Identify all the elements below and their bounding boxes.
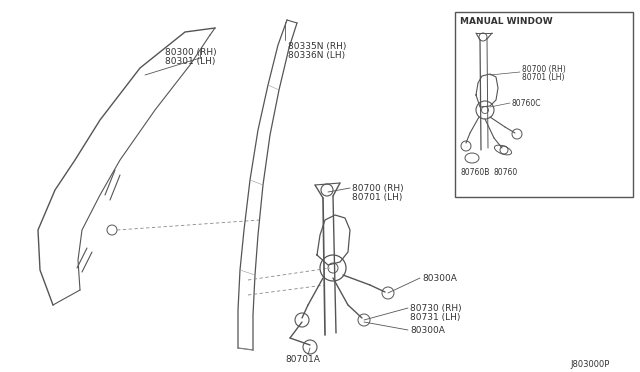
Text: 80730 (RH): 80730 (RH) xyxy=(410,304,461,313)
Text: 80301 (LH): 80301 (LH) xyxy=(165,57,216,66)
Text: 80700 (RH): 80700 (RH) xyxy=(352,184,404,193)
Text: 80300A: 80300A xyxy=(410,326,445,335)
Text: 80760B: 80760B xyxy=(461,168,490,177)
Text: 80731 (LH): 80731 (LH) xyxy=(410,313,460,322)
Text: 80336N (LH): 80336N (LH) xyxy=(288,51,345,60)
Text: J803000P: J803000P xyxy=(570,360,609,369)
Text: 80701 (LH): 80701 (LH) xyxy=(522,73,564,82)
Text: 80701 (LH): 80701 (LH) xyxy=(352,193,403,202)
Text: 80760: 80760 xyxy=(494,168,518,177)
Text: 80760C: 80760C xyxy=(512,99,541,108)
Text: 80701A: 80701A xyxy=(285,355,320,364)
Text: 80700 (RH): 80700 (RH) xyxy=(522,65,566,74)
Text: MANUAL WINDOW: MANUAL WINDOW xyxy=(460,17,552,26)
Text: 80300 (RH): 80300 (RH) xyxy=(165,48,216,57)
Bar xyxy=(455,12,633,197)
Text: 80335N (RH): 80335N (RH) xyxy=(288,42,346,51)
Text: 80300A: 80300A xyxy=(422,274,457,283)
